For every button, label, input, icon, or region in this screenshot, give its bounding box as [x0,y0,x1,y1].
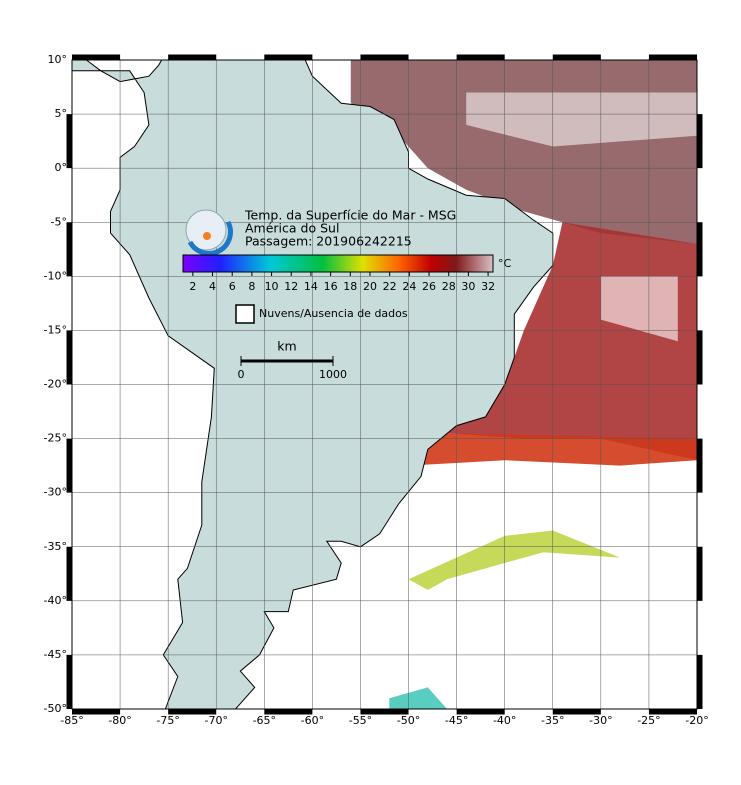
lon-tick-label: -80° [108,714,131,727]
lat-tick-label: -25° [44,432,67,445]
colorbar [182,254,494,273]
lon-tick-label: -65° [253,714,276,727]
lat-tick-label: -15° [44,323,67,336]
colorbar-tick-label: 30 [461,280,475,293]
pass-time: Passagem: 201906242215 [245,234,412,249]
lat-tick-label: -10° [44,269,67,282]
subtitle: América do Sul [245,221,339,236]
colorbar-tick-label: 32 [481,280,495,293]
colorbar-tick-label: 14 [304,280,318,293]
scale-bar [240,356,334,366]
colorbar-tick-label: 6 [229,280,236,293]
colorbar-tick-label: 2 [189,280,196,293]
colorbar-unit: °C [498,257,512,270]
legend-swatch [235,304,255,324]
lat-tick-label: -30° [44,486,67,499]
colorbar-tick-label: 16 [324,280,338,293]
lon-tick-label: -35° [541,714,564,727]
lon-tick-label: -50° [397,714,420,727]
sst-fragments [389,687,447,709]
lat-tick-label: -20° [44,378,67,391]
sst-fragments [408,530,621,590]
lon-tick-label: -45° [445,714,468,727]
lat-tick-label: -50° [44,702,67,715]
lat-tick-label: -45° [44,648,67,661]
lon-tick-label: -25° [637,714,660,727]
colorbar-tick-label: 12 [284,280,298,293]
map-area [72,60,697,709]
colorbar-tick-label: 10 [265,280,279,293]
colorbar-tick-label: 26 [422,280,436,293]
lat-tick-label: 0° [55,161,68,174]
lon-tick-label: -85° [60,714,83,727]
colorbar-tick-label: 28 [442,280,456,293]
colorbar-tick-label: 20 [363,280,377,293]
lon-tick-label: -20° [685,714,708,727]
colorbar-tick-label: 24 [402,280,416,293]
lon-tick-label: -40° [493,714,516,727]
colorbar-tick-label: 18 [343,280,357,293]
cloud-gap [466,92,697,147]
colorbar-tick-label: 8 [248,280,255,293]
frame [71,59,698,710]
logo [185,209,233,256]
scale-label: 0 [238,368,245,381]
lat-tick-label: -35° [44,540,67,553]
colorbar-tick-label: 22 [383,280,397,293]
legend-label: Nuvens/Ausencia de dados [259,307,408,320]
lon-tick-label: -75° [156,714,179,727]
lon-tick-label: -70° [204,714,227,727]
lat-tick-label: 10° [48,53,68,66]
cloud-gap [600,276,678,342]
lat-tick-label: -40° [44,594,67,607]
lat-tick-label: 5° [55,107,68,120]
title: Temp. da Superfície do Mar - MSG [244,208,456,223]
lon-tick-label: -30° [589,714,612,727]
scale-label: 1000 [319,368,347,381]
lat-tick-label: -5° [51,215,67,228]
scale-unit: km [277,339,296,354]
colorbar-tick-label: 4 [209,280,216,293]
lon-tick-label: -55° [349,714,372,727]
lon-tick-label: -60° [301,714,324,727]
